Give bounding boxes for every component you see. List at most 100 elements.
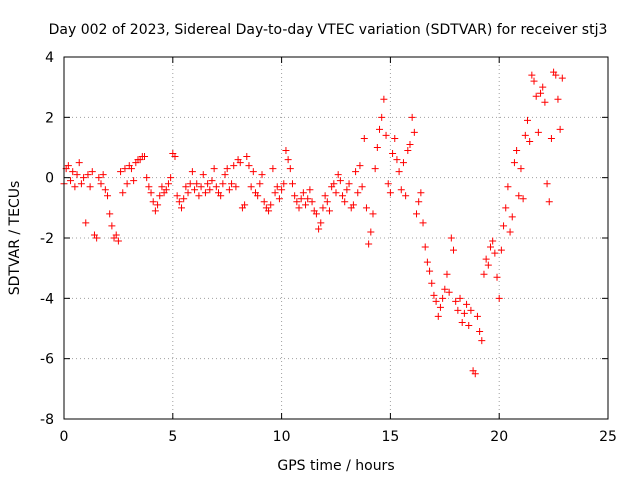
data-point	[419, 219, 427, 227]
data-point	[334, 171, 342, 179]
data-point	[504, 183, 512, 191]
data-point	[86, 183, 94, 191]
y-tick-labels: -8 -6 -4 -2 0 2 4	[40, 50, 54, 428]
data-point	[332, 189, 340, 197]
data-point	[114, 237, 122, 245]
y-tick-label: 2	[45, 110, 54, 126]
x-tick-label: 20	[490, 429, 508, 445]
data-point	[356, 162, 364, 170]
data-point	[432, 297, 440, 305]
data-point	[280, 180, 288, 188]
data-point	[221, 171, 229, 179]
data-point	[413, 210, 421, 218]
data-point	[489, 237, 497, 245]
data-point	[201, 189, 209, 197]
data-point	[480, 270, 488, 278]
data-point	[184, 189, 192, 197]
data-point	[395, 168, 403, 176]
data-point	[241, 201, 249, 209]
data-point	[119, 189, 127, 197]
data-point	[378, 113, 386, 121]
data-point	[149, 198, 157, 206]
data-point	[406, 140, 414, 148]
data-point	[130, 177, 138, 185]
data-point	[204, 180, 212, 188]
data-point	[341, 198, 349, 206]
data-point	[284, 156, 292, 164]
data-point	[271, 189, 279, 197]
x-tick-label: 5	[168, 429, 177, 445]
data-point	[206, 186, 214, 194]
data-point	[306, 186, 314, 194]
data-point	[539, 83, 547, 91]
data-point	[182, 183, 190, 191]
chart-title: Day 002 of 2023, Sidereal Day-to-day VTE…	[49, 22, 608, 38]
data-point	[295, 204, 303, 212]
data-point	[428, 279, 436, 287]
data-point	[82, 219, 90, 227]
data-point	[465, 321, 473, 329]
data-point	[325, 207, 333, 215]
data-point	[458, 318, 466, 326]
data-point	[299, 189, 307, 197]
data-point	[167, 174, 175, 182]
data-point	[345, 180, 353, 188]
data-point	[293, 198, 301, 206]
data-point	[199, 171, 207, 179]
data-point	[384, 180, 392, 188]
data-point	[228, 180, 236, 188]
data-point	[339, 192, 347, 200]
data-point	[191, 186, 199, 194]
data-point	[254, 192, 262, 200]
data-point	[288, 180, 296, 188]
data-point	[319, 204, 327, 212]
data-point	[64, 162, 72, 170]
data-point	[495, 294, 503, 302]
y-tick-label: -4	[40, 291, 54, 307]
data-point	[108, 222, 116, 230]
data-point	[151, 207, 159, 215]
data-point	[88, 168, 96, 176]
data-point	[486, 243, 494, 251]
data-point	[556, 125, 564, 133]
data-point	[558, 74, 566, 82]
data-point	[358, 183, 366, 191]
y-tick-label: 4	[45, 50, 54, 66]
x-tick-labels: 0 5 10 15 20 25	[60, 429, 617, 445]
data-point	[502, 204, 510, 212]
data-point	[402, 192, 410, 200]
data-point	[186, 180, 194, 188]
data-point	[173, 192, 181, 200]
data-point	[441, 285, 449, 293]
data-point	[273, 183, 281, 191]
x-tick-label: 15	[381, 429, 399, 445]
data-point	[354, 189, 362, 197]
data-point	[147, 189, 155, 197]
data-point	[523, 116, 531, 124]
data-point	[223, 165, 231, 173]
data-point	[84, 171, 92, 179]
data-point	[275, 195, 283, 203]
data-point	[382, 131, 390, 139]
data-point	[260, 198, 268, 206]
data-point	[127, 165, 135, 173]
data-point	[473, 312, 481, 320]
axis-ticks	[63, 56, 609, 420]
y-tick-label: -8	[40, 412, 54, 428]
data-point	[360, 134, 368, 142]
x-tick-label: 0	[60, 429, 69, 445]
data-point	[112, 231, 120, 239]
data-point	[443, 270, 451, 278]
data-point	[77, 180, 85, 188]
data-point	[436, 303, 444, 311]
data-point	[104, 192, 112, 200]
data-point	[399, 159, 407, 167]
data-point	[123, 180, 131, 188]
data-point	[352, 168, 360, 176]
data-point	[393, 156, 401, 164]
x-tick-label: 25	[599, 429, 617, 445]
data-point	[99, 171, 107, 179]
data-point	[175, 198, 183, 206]
data-point	[408, 113, 416, 121]
data-point	[302, 201, 310, 209]
